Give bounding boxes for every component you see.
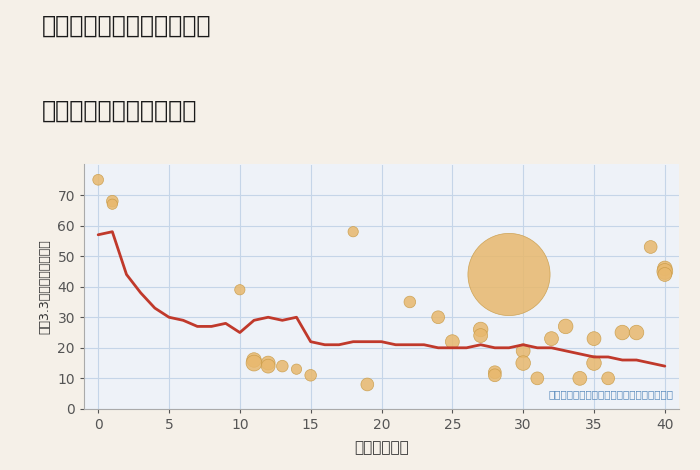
Point: [659, 265, 671, 272]
Point: [262, 362, 274, 370]
Point: [659, 268, 671, 275]
Point: [517, 347, 528, 354]
Point: [404, 298, 415, 306]
X-axis label: 築年数（年）: 築年数（年）: [354, 440, 409, 455]
Point: [248, 356, 260, 364]
Point: [262, 359, 274, 367]
Text: 円の大きさは、取引のあった物件面積を示す: 円の大きさは、取引のあった物件面積を示す: [548, 389, 673, 399]
Point: [106, 197, 118, 205]
Point: [475, 326, 486, 333]
Point: [546, 335, 557, 342]
Point: [589, 335, 600, 342]
Point: [276, 362, 288, 370]
Point: [305, 371, 316, 379]
Point: [574, 375, 585, 382]
Point: [291, 366, 302, 373]
Point: [447, 338, 458, 345]
Point: [92, 176, 104, 183]
Point: [589, 359, 600, 367]
Point: [517, 359, 528, 367]
Text: 築年数別中古戸建て価格: 築年数別中古戸建て価格: [42, 99, 197, 123]
Point: [489, 368, 500, 376]
Point: [617, 329, 628, 337]
Point: [433, 313, 444, 321]
Point: [475, 332, 486, 339]
Point: [503, 271, 514, 278]
Text: 兵庫県豊岡市但東町小坂の: 兵庫県豊岡市但東町小坂の: [42, 14, 211, 38]
Point: [645, 243, 657, 251]
Point: [348, 228, 359, 235]
Point: [631, 329, 642, 337]
Point: [603, 375, 614, 382]
Point: [489, 371, 500, 379]
Point: [532, 375, 543, 382]
Point: [659, 271, 671, 278]
Point: [248, 359, 260, 367]
Point: [106, 200, 118, 208]
Point: [362, 381, 373, 388]
Point: [234, 286, 246, 293]
Point: [560, 322, 571, 330]
Y-axis label: 坪（3.3㎡）単価（万円）: 坪（3.3㎡）単価（万円）: [38, 239, 52, 334]
